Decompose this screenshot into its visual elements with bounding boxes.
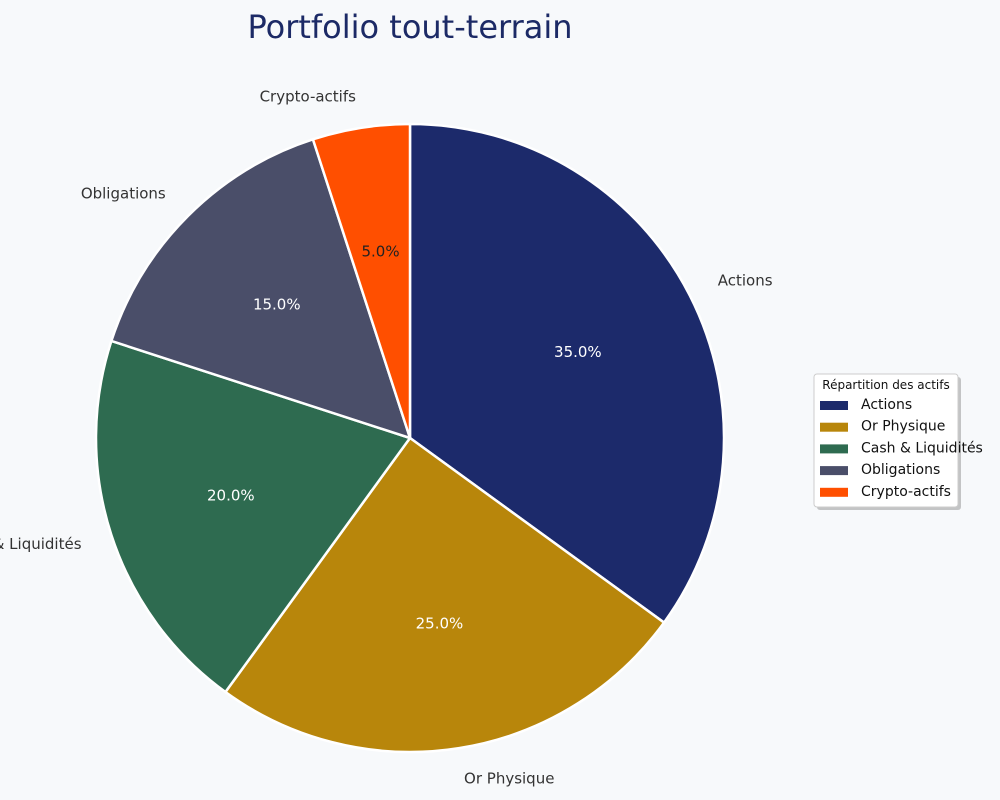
- legend-swatch-or-physique: [820, 422, 848, 432]
- legend-items: Actions Or Physique Cash & Liquidités Oblig…: [820, 397, 983, 500]
- percent-label-or-physique: 25.0%: [416, 615, 464, 633]
- pie-slice-crypto-actifs: [311, 122, 412, 440]
- legend-label-crypto-actifs: Crypto-actifs: [861, 484, 951, 500]
- percent-label-cash-liquidites: 20.0%: [207, 487, 255, 505]
- pie-slices: [94, 122, 726, 754]
- pie-slice-obligations: [110, 138, 412, 440]
- slice-label-cash-liquidites: Cash & Liquidités: [0, 535, 82, 553]
- legend-swatch-crypto-actifs: [820, 487, 848, 497]
- slice-label-crypto-actifs: Crypto-actifs: [260, 87, 357, 105]
- slice-label-or-physique: Or Physique: [464, 770, 554, 788]
- pie-slice-or-physique: [224, 436, 666, 754]
- legend-swatch-actions: [820, 401, 848, 410]
- percent-label-obligations: 15.0%: [253, 295, 301, 313]
- legend-swatch-cash-liquidites: [820, 444, 848, 454]
- legend-label-actions: Actions: [861, 397, 912, 413]
- chart-title: Portfolio tout-terrain: [247, 8, 572, 46]
- percent-labels: 35.0% 25.0% 20.0% 15.0% 5.0%: [207, 242, 602, 632]
- legend-title: Répartition des actifs: [822, 378, 949, 392]
- legend-swatch-obligations: [820, 466, 848, 476]
- percent-label-actions: 35.0%: [554, 343, 602, 361]
- pie-slice-cash-liquidites: [94, 339, 412, 694]
- legend-box: [813, 373, 959, 508]
- legend: Répartition des actifs Actions Or Physiqu…: [813, 373, 983, 510]
- percent-label-crypto-actifs: 5.0%: [361, 242, 399, 260]
- legend-label-cash-liquidites: Cash & Liquidités: [861, 440, 983, 456]
- pie-slice-actions: [408, 122, 726, 624]
- slice-label-obligations: Obligations: [81, 184, 166, 202]
- slice-label-actions: Actions: [718, 272, 773, 290]
- slice-labels: Actions Or Physique Cash & Liquidités Oblig…: [0, 87, 773, 787]
- legend-label-obligations: Obligations: [861, 462, 940, 478]
- legend-label-or-physique: Or Physique: [861, 419, 945, 435]
